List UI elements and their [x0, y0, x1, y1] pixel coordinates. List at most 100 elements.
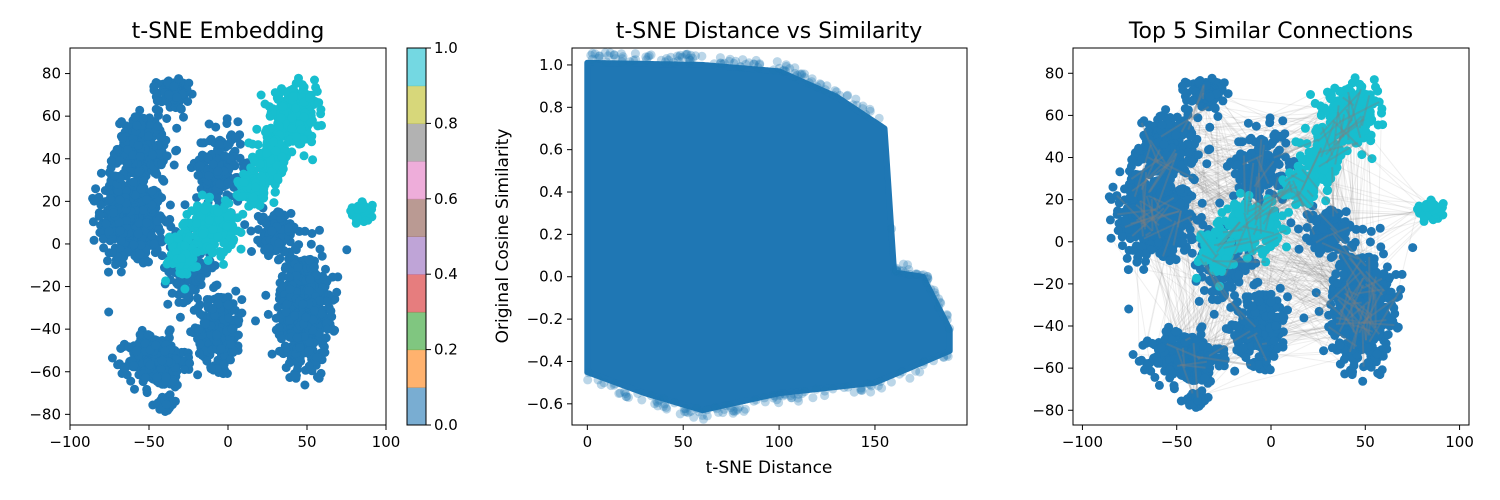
scatter-point — [646, 391, 656, 401]
scatter-point — [807, 74, 817, 84]
scatter-point — [790, 63, 800, 73]
scatter-point — [905, 373, 915, 383]
scatter-point — [198, 229, 208, 239]
scatter-point — [755, 59, 765, 69]
scatter-point — [180, 241, 190, 251]
scatter-point — [169, 81, 179, 91]
scatter-point — [110, 171, 119, 181]
scatter-point — [315, 244, 325, 254]
scatter-point — [222, 369, 232, 378]
scatter-point — [118, 259, 128, 269]
scatter-point — [584, 368, 594, 378]
scatter-point — [256, 90, 266, 100]
x-tick-label: 100 — [372, 433, 401, 451]
y-tick-label: −0.2 — [527, 310, 563, 328]
scatter-point — [171, 146, 181, 156]
scatter-point — [200, 205, 210, 215]
scatter-point — [140, 373, 150, 383]
scatter-point — [811, 384, 821, 394]
scatter-point — [135, 152, 145, 161]
scatter-point — [332, 287, 342, 297]
scatter-point — [234, 315, 244, 325]
scatter-point — [247, 247, 256, 256]
scatter-point — [593, 375, 603, 385]
scatter-point — [94, 192, 104, 202]
scatter-point — [300, 380, 310, 390]
chart-title-1: t-SNE Embedding — [132, 19, 325, 44]
scatter-point — [107, 248, 117, 258]
y-tick-label: 60 — [42, 107, 61, 125]
scatter-point — [204, 215, 214, 225]
scatter-point — [115, 226, 125, 236]
colorbar-segment — [407, 123, 426, 162]
scatter-point — [193, 170, 203, 180]
scatter-point — [162, 258, 172, 268]
scatter-point — [270, 88, 280, 98]
scatter-point — [135, 330, 145, 340]
scatter-point — [270, 187, 280, 197]
scatter-point — [248, 192, 258, 202]
scatter-point — [277, 334, 286, 344]
scatter-point — [897, 367, 907, 377]
scatter-point — [151, 340, 161, 350]
scatter-point — [308, 155, 318, 165]
scatter-point — [202, 356, 212, 366]
y-tick-label: −20 — [29, 278, 61, 296]
scatter-point — [919, 357, 929, 367]
scatter-point — [835, 90, 845, 100]
scatter-point — [794, 389, 803, 399]
scatter-point — [128, 177, 138, 187]
p2-points — [583, 48, 955, 424]
x-tick-label: 50 — [674, 433, 693, 451]
scatter-point — [211, 281, 221, 291]
scatter-point — [173, 233, 183, 243]
scatter-point — [295, 343, 305, 352]
colorbar-segment — [407, 236, 426, 275]
scatter-point — [292, 132, 301, 142]
scatter-point — [142, 384, 152, 394]
scatter-point — [123, 159, 132, 168]
scatter-point — [196, 138, 206, 148]
scatter-point — [233, 117, 243, 127]
y-tick-label: 0.8 — [539, 98, 563, 116]
scatter-point — [642, 55, 651, 65]
scatter-point — [586, 50, 596, 60]
scatter-point — [142, 195, 152, 205]
scatter-point — [808, 393, 818, 403]
scatter-point — [152, 96, 162, 106]
scatter-point — [858, 101, 868, 111]
scatter-point — [267, 226, 277, 236]
colorbar-tick-label: 0.8 — [434, 114, 458, 132]
scatter-point — [131, 346, 141, 356]
y-tick-label: 0.2 — [539, 225, 563, 243]
scatter-point — [111, 260, 121, 270]
chart-title-2: t-SNE Distance vs Similarity — [616, 19, 923, 44]
scatter-point — [309, 262, 319, 272]
scatter-point — [152, 372, 162, 382]
scatter-point — [175, 312, 185, 322]
scatter-point — [169, 160, 179, 170]
scatter-point — [236, 244, 246, 254]
scatter-point — [226, 355, 235, 365]
scatter-point — [255, 159, 265, 169]
scatter-point — [290, 311, 299, 321]
scatter-point — [659, 394, 669, 404]
scatter-point — [321, 333, 331, 343]
scatter-point — [143, 330, 153, 340]
scatter-point — [633, 389, 643, 398]
scatter-point — [153, 216, 163, 226]
p1-points — [88, 73, 377, 416]
scatter-point — [134, 167, 144, 177]
scatter-point — [178, 298, 188, 308]
scatter-point — [291, 371, 301, 381]
scatter-point — [660, 57, 670, 67]
scatter-point — [172, 123, 182, 133]
y-tick-label: −80 — [29, 405, 61, 423]
scatter-point — [216, 344, 226, 354]
scatter-point — [112, 144, 122, 154]
x-tick-label: 0 — [223, 433, 233, 451]
scatter-point — [312, 352, 322, 362]
scatter-point — [285, 284, 295, 294]
scatter-point — [252, 124, 262, 134]
scatter-point — [204, 171, 214, 181]
